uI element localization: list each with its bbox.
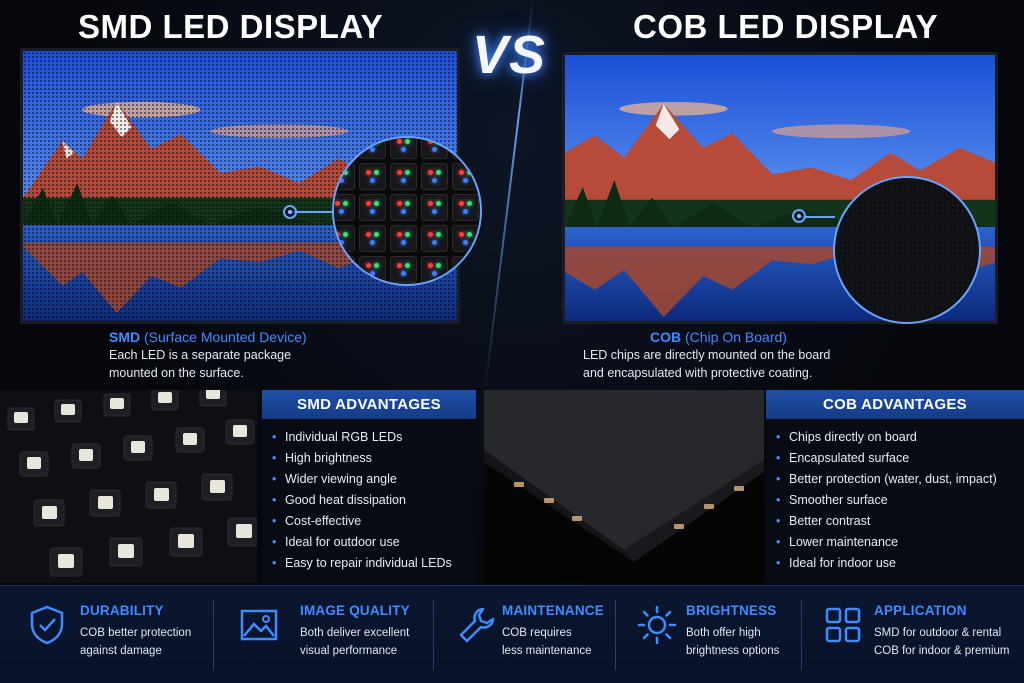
cob-description: COB (Chip On Board) LED chips are direct… [583, 328, 830, 382]
sun-icon [637, 605, 677, 645]
list-item: Encapsulated surface [776, 448, 1024, 469]
footer-title: BRIGHTNESS [686, 603, 777, 618]
footer-text: COB requires less maintenance [502, 624, 592, 660]
footer-text-line: less maintenance [502, 645, 592, 657]
smd-zoom-pointer [290, 211, 334, 213]
cob-advantages-list: Chips directly on board Encapsulated sur… [766, 419, 1024, 574]
footer-text-line: Both offer high [686, 627, 761, 639]
cob-zoom-pointer [799, 216, 835, 218]
footer-title: MAINTENANCE [502, 603, 604, 618]
smd-advantages-title: SMD ADVANTAGES [262, 390, 476, 419]
smd-advantages-list: Individual RGB LEDs High brightness Wide… [262, 419, 476, 574]
footer-divider [433, 600, 434, 670]
smd-advantages-box: SMD ADVANTAGES Individual RGB LEDs High … [262, 390, 476, 583]
footer-text-line: brightness options [686, 645, 780, 657]
smd-chips-illustration [0, 390, 257, 583]
smd-led-grid [334, 138, 480, 283]
list-item: Ideal for outdoor use [272, 532, 476, 553]
grid-apps-icon [825, 607, 861, 643]
footer-text-line: COB for indoor & premium [874, 645, 1010, 657]
footer-divider [801, 600, 802, 670]
list-item: Lower maintenance [776, 532, 1024, 553]
cob-advantages-box: COB ADVANTAGES Chips directly on board E… [766, 390, 1024, 583]
smd-module-closeup [0, 390, 257, 583]
cob-zoom-circle [833, 176, 981, 324]
list-item: Wider viewing angle [272, 469, 476, 490]
cob-description-line: and encapsulated with protective coating… [583, 366, 813, 380]
footer-text-line: against damage [80, 645, 162, 657]
cob-description-line: LED chips are directly mounted on the bo… [583, 348, 831, 362]
footer-text-line: visual performance [300, 645, 398, 657]
list-item: High brightness [272, 448, 476, 469]
footer-divider [213, 600, 214, 670]
list-item: Better contrast [776, 511, 1024, 532]
list-item: Ideal for indoor use [776, 553, 1024, 574]
list-item: Smoother surface [776, 490, 1024, 511]
vs-label: VS [472, 25, 547, 85]
footer-title: IMAGE QUALITY [300, 603, 410, 618]
footer-text-line: SMD for outdoor & rental [874, 627, 1002, 639]
footer-text: Both offer high brightness options [686, 624, 779, 660]
cob-heading: COB (Chip On Board) [583, 328, 830, 346]
cob-heading-detail: (Chip On Board) [685, 329, 787, 345]
list-item: Easy to repair individual LEDs [272, 553, 476, 574]
list-item: Chips directly on board [776, 427, 1024, 448]
smd-heading-detail: (Surface Mounted Device) [144, 329, 307, 345]
footer-title: DURABILITY [80, 603, 164, 618]
footer-text-line: COB requires [502, 627, 572, 639]
smd-description-line: mounted on the surface. [109, 366, 244, 380]
footer-text-line: Both deliver excellent [300, 627, 410, 639]
footer-text: Both deliver excellent visual performanc… [300, 624, 409, 660]
smd-description: SMD (Surface Mounted Device) Each LED is… [109, 328, 307, 382]
list-item: Cost-effective [272, 511, 476, 532]
smd-title: SMD LED DISPLAY [78, 8, 384, 45]
cob-heading-acronym: COB [650, 329, 682, 345]
footer-divider [615, 600, 616, 670]
smd-zoom-circle [332, 136, 482, 286]
image-icon [240, 609, 278, 641]
comparison-footer: DURABILITY COB better protection against… [0, 585, 1024, 683]
smd-zoom-marker [283, 205, 297, 219]
footer-title: APPLICATION [874, 603, 967, 618]
footer-text-line: COB better protection [80, 627, 192, 639]
cob-title: COB LED DISPLAY [633, 8, 939, 45]
cob-module-closeup [484, 390, 764, 583]
list-item: Good heat dissipation [272, 490, 476, 511]
smd-description-line: Each LED is a separate package [109, 348, 292, 362]
cob-board-illustration [484, 390, 764, 583]
footer-text: SMD for outdoor & rental COB for indoor … [874, 624, 1010, 660]
smd-heading: SMD (Surface Mounted Device) [109, 328, 307, 346]
smd-heading-acronym: SMD [109, 329, 141, 345]
footer-text: COB better protection against damage [80, 624, 191, 660]
shield-check-icon [30, 605, 64, 645]
list-item: Better protection (water, dust, impact) [776, 469, 1024, 490]
cob-zoom-marker [792, 209, 806, 223]
cob-advantages-title: COB ADVANTAGES [766, 390, 1024, 419]
list-item: Individual RGB LEDs [272, 427, 476, 448]
wrench-icon [459, 607, 495, 643]
